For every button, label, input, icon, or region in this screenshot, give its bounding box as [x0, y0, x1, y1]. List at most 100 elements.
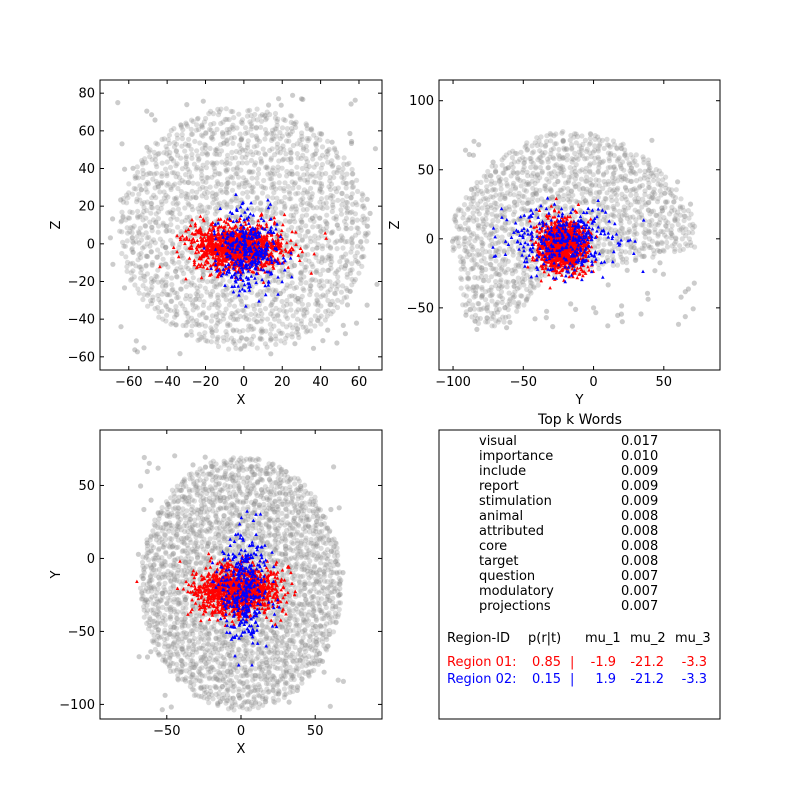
background-point — [153, 195, 159, 201]
background-point — [522, 156, 528, 162]
background-point — [298, 261, 305, 267]
background-point — [149, 157, 155, 163]
background-point — [169, 259, 175, 265]
background-point — [495, 309, 501, 315]
background-point — [287, 218, 293, 224]
background-point — [344, 210, 350, 216]
background-point — [531, 191, 537, 197]
series-point — [233, 242, 238, 247]
background-point — [622, 194, 628, 200]
background-point — [163, 166, 169, 172]
background-point — [469, 252, 475, 258]
background-point — [152, 185, 158, 191]
series-point — [264, 224, 269, 229]
background-point — [573, 155, 579, 161]
background-point — [502, 193, 508, 199]
background-point — [639, 253, 645, 259]
background-point — [641, 156, 647, 162]
background-point — [509, 155, 515, 161]
background-point — [167, 164, 174, 170]
background-point — [190, 275, 196, 281]
background-point — [524, 253, 530, 259]
background-point — [208, 278, 215, 284]
background-point — [360, 203, 367, 209]
series-point — [244, 275, 249, 279]
background-point — [595, 222, 601, 228]
background-point — [259, 293, 265, 299]
background-point — [596, 240, 602, 246]
background-point — [497, 262, 503, 268]
series-point — [271, 254, 275, 258]
background-point — [645, 168, 651, 174]
background-point — [207, 145, 213, 151]
background-point — [148, 249, 154, 255]
background-point — [200, 162, 206, 168]
background-point — [632, 207, 638, 213]
background-point — [499, 225, 505, 231]
background-point — [332, 291, 338, 297]
background-point — [542, 185, 548, 192]
background-point — [344, 294, 350, 300]
background-point — [252, 311, 259, 317]
background-point — [305, 138, 311, 144]
background-point — [174, 295, 180, 301]
background-point — [283, 309, 289, 315]
background-point — [273, 210, 279, 217]
background-point — [289, 206, 295, 212]
background-point — [214, 179, 220, 185]
background-point — [134, 164, 140, 170]
background-point — [483, 297, 489, 303]
background-point — [272, 316, 278, 322]
background-point — [165, 194, 171, 200]
background-point — [631, 245, 637, 251]
background-point — [364, 196, 370, 202]
background-point — [583, 200, 590, 206]
background-point — [297, 176, 303, 182]
series-point — [199, 235, 203, 239]
background-point — [336, 164, 342, 171]
series-point — [209, 251, 214, 256]
background-point — [264, 165, 270, 171]
background-point — [611, 205, 617, 211]
background-point — [308, 328, 314, 334]
background-point — [253, 319, 260, 325]
background-point — [500, 256, 506, 262]
background-point — [474, 208, 480, 214]
background-point — [250, 116, 257, 122]
background-point — [205, 175, 211, 181]
background-point — [548, 147, 554, 153]
background-point — [339, 202, 345, 208]
background-point — [348, 249, 354, 255]
background-point — [148, 210, 154, 216]
background-point — [503, 177, 509, 183]
background-point — [214, 191, 220, 197]
background-point — [471, 195, 477, 201]
background-point — [525, 173, 531, 179]
background-point — [238, 146, 244, 152]
background-point — [577, 168, 583, 174]
background-point — [333, 216, 339, 222]
background-point — [248, 121, 254, 127]
background-point — [293, 322, 299, 328]
background-point — [582, 156, 588, 162]
background-point — [502, 166, 508, 172]
background-point — [229, 335, 235, 341]
background-point — [642, 191, 648, 198]
background-point — [487, 261, 493, 268]
background-point — [329, 283, 335, 289]
background-point — [319, 144, 326, 150]
background-point — [330, 162, 336, 168]
background-point — [534, 172, 541, 178]
background-point — [243, 154, 249, 161]
background-point — [268, 326, 274, 332]
background-point — [343, 204, 349, 210]
background-point — [338, 233, 344, 239]
background-point — [190, 180, 196, 186]
background-point — [294, 151, 300, 157]
background-point — [136, 252, 142, 258]
y-tick-label: −40 — [68, 313, 95, 328]
background-point — [465, 206, 471, 212]
series-point — [276, 261, 280, 265]
series-point — [273, 239, 278, 243]
background-point — [281, 188, 287, 194]
